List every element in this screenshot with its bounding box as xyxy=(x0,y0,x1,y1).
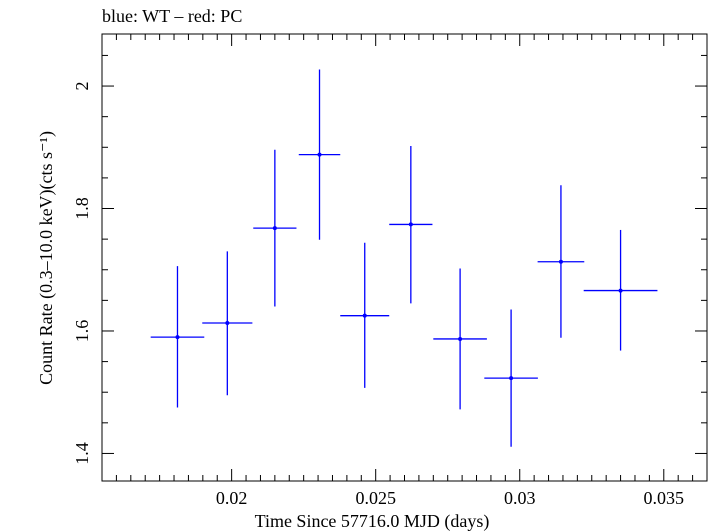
data-point xyxy=(253,149,297,307)
data-point xyxy=(202,251,253,396)
x-tick-label: 0.035 xyxy=(644,488,685,508)
x-axis: 0.02 0.025 0.03 0.035 xyxy=(101,34,708,508)
data-point xyxy=(484,309,538,447)
data-marker xyxy=(509,376,514,381)
y-tick-label: 2 xyxy=(72,82,92,91)
data-point xyxy=(583,229,658,351)
plot-frame xyxy=(101,33,708,482)
data-series xyxy=(150,69,658,447)
x-tick-label: 0.02 xyxy=(216,488,248,508)
data-point xyxy=(340,242,390,388)
data-marker xyxy=(317,152,322,157)
data-point xyxy=(150,266,205,408)
data-point xyxy=(433,268,487,410)
data-marker xyxy=(362,313,367,318)
data-marker xyxy=(175,335,180,340)
chart-title: blue: WT – red: PC xyxy=(102,6,242,26)
y-axis-label: Count Rate (0.3–10.0 keV)(cts s⁻¹) xyxy=(36,131,57,385)
y-axis: 1.4 1.6 1.8 2 xyxy=(72,54,707,465)
data-marker xyxy=(225,321,230,326)
data-point xyxy=(298,69,341,240)
data-marker xyxy=(408,222,413,227)
x-axis-label: Time Since 57716.0 MJD (days) xyxy=(255,511,490,532)
y-tick-label: 1.8 xyxy=(72,197,92,220)
data-point xyxy=(537,185,585,338)
data-marker xyxy=(558,259,563,264)
y-tick-label: 1.4 xyxy=(72,442,92,465)
data-marker xyxy=(272,226,277,231)
data-marker xyxy=(458,336,463,341)
y-tick-label: 1.6 xyxy=(72,320,92,343)
x-tick-label: 0.03 xyxy=(504,488,536,508)
data-marker xyxy=(618,288,623,293)
data-point xyxy=(389,146,433,304)
x-tick-label: 0.025 xyxy=(355,488,396,508)
